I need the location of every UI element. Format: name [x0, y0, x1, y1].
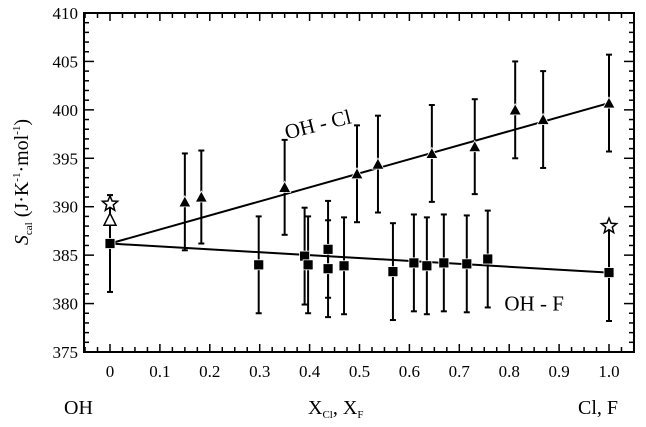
square-marker	[322, 243, 334, 255]
triangle-marker	[425, 146, 439, 159]
error-bars	[107, 53, 612, 323]
x-end-label-right: Cl, F	[578, 397, 618, 419]
triangle-marker	[350, 166, 364, 180]
square-marker	[253, 259, 265, 271]
triangle-marker	[194, 190, 208, 203]
square-marker	[482, 253, 494, 265]
x-tick-label: 0.9	[548, 362, 569, 381]
y-tick-label: 375	[53, 343, 79, 362]
star-marker	[100, 193, 120, 212]
triangle-marker	[277, 180, 292, 193]
fit-line	[109, 242, 610, 274]
x-tick-label: 0.3	[249, 362, 270, 381]
x-tick-label: 0.8	[499, 362, 520, 381]
y-tick-labels: 375 380 385 390 395 400 405 410	[53, 4, 79, 362]
x-end-label-left: OH	[64, 397, 93, 419]
triangle-marker	[468, 139, 482, 153]
x-tick-label: 0	[106, 362, 115, 381]
square-marker	[603, 267, 615, 278]
square-marker	[387, 266, 399, 278]
square-marker	[338, 260, 350, 272]
x-tick-label: 1.0	[598, 362, 619, 381]
y-tick-label: 405	[53, 52, 79, 71]
triangle-marker	[371, 157, 385, 170]
star-marker	[599, 216, 619, 235]
x-tick-label: 0.5	[349, 362, 370, 381]
axis-ticks	[84, 12, 634, 353]
square-marker	[322, 263, 334, 275]
y-axis-title: Scal (J·K-1·mol-1)	[11, 119, 35, 245]
series-annotation: OH - F	[504, 291, 564, 315]
series-annotations: OH - Cl OH - F	[282, 105, 564, 316]
square-marker	[104, 238, 116, 249]
triangle-marker	[508, 103, 522, 116]
triangle-marker	[602, 96, 616, 109]
triangle-marker	[178, 195, 192, 208]
square-marker	[421, 260, 433, 272]
square-marker	[408, 257, 420, 269]
y-tick-label: 410	[53, 4, 79, 23]
y-tick-label: 395	[53, 149, 79, 168]
y-tick-label: 400	[53, 101, 79, 120]
square-marker	[461, 258, 473, 270]
x-tick-label: 0.2	[199, 362, 220, 381]
y-tick-label: 380	[53, 295, 79, 314]
x-axis-title: XCl, XF	[308, 397, 363, 421]
data-markers	[100, 96, 619, 278]
y-tick-label: 385	[53, 246, 79, 265]
x-tick-label: 0.4	[299, 362, 321, 381]
triangle-marker	[536, 112, 550, 125]
square-marker	[438, 257, 450, 269]
open-triangle-marker	[102, 211, 118, 227]
y-tick-label: 390	[53, 198, 79, 217]
x-tick-labels: 0 0.1 0.2 0.3 0.4 0.5 0.6 0.7 0.8 0.9 1.0	[106, 362, 620, 381]
x-tick-label: 0.1	[149, 362, 170, 381]
series-annotation: OH - Cl	[282, 105, 354, 145]
x-tick-label: 0.6	[399, 362, 420, 381]
square-marker	[302, 259, 314, 271]
x-tick-label: 0.7	[449, 362, 471, 381]
